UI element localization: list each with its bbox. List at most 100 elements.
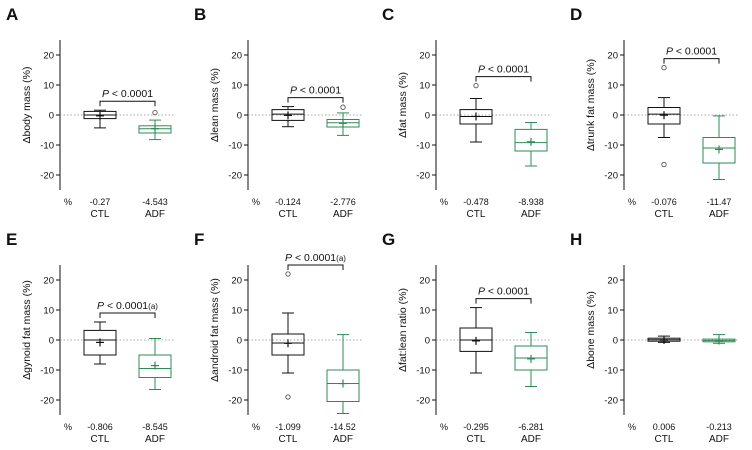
y-tick-label: -10 <box>604 141 618 152</box>
percent-label: % <box>252 197 260 207</box>
panel-label: E <box>6 230 17 249</box>
percent-label: % <box>628 422 636 432</box>
outlier-ctl <box>661 64 667 71</box>
significance-bracket <box>663 58 720 64</box>
y-tick-label: -20 <box>228 171 242 182</box>
x-category-label: CTL <box>467 434 486 445</box>
box-adf <box>514 128 548 152</box>
box-ctl <box>271 333 305 356</box>
panel-label: G <box>382 230 395 249</box>
mean-value-label: 0.006 <box>653 422 676 432</box>
y-tick-label: 10 <box>607 306 618 317</box>
x-category-label: ADF <box>145 209 165 220</box>
outlier-ctl <box>661 161 667 168</box>
x-category-label: ADF <box>709 434 729 445</box>
mean-value-label: -4.543 <box>142 197 168 207</box>
mean-value-label: -2.776 <box>330 197 356 207</box>
mean-value-label: -11.47 <box>707 197 732 207</box>
y-axis-title: Δandroid fat mass (%) <box>209 278 221 382</box>
mean-value-label: -0.27 <box>90 197 111 207</box>
mean-value-label: -8.545 <box>142 422 168 432</box>
percent-label: % <box>64 422 72 432</box>
y-axis-title: Δfat:lean ratio (%) <box>397 288 409 372</box>
significance-bracket <box>287 264 344 270</box>
y-tick-label: 20 <box>419 51 430 62</box>
y-axis-title: Δgynoid fat mass (%) <box>21 280 33 380</box>
significance-bracket <box>475 298 532 304</box>
x-category-label: CTL <box>655 434 674 445</box>
y-tick-label: 10 <box>419 81 430 92</box>
percent-label: % <box>440 197 448 207</box>
x-category-label: CTL <box>91 434 110 445</box>
y-axis-title: Δbone mass (%) <box>585 291 597 369</box>
y-tick-label: 10 <box>43 81 54 92</box>
y-tick-label: 0 <box>49 111 54 122</box>
x-category-label: CTL <box>279 209 298 220</box>
chart-panel-a: A 20 10 0 -10 -20 Δbody mass (%) CTL -0.27 ADF -4.… <box>6 5 175 220</box>
significance-bracket <box>287 97 344 103</box>
box-adf <box>702 137 736 164</box>
chart-panel-b: B 20 10 0 -10 -20 Δlean mass (%) CTL -0.124 ADF -2… <box>194 5 363 220</box>
p-value-label: P < 0.0001 <box>290 85 341 97</box>
panel-label: F <box>194 230 204 249</box>
percent-label: % <box>252 422 260 432</box>
y-tick-label: 20 <box>43 276 54 287</box>
mean-value-label: -1.099 <box>275 422 301 432</box>
outlier-adf <box>340 104 346 110</box>
mean-value-label: -0.478 <box>463 197 489 207</box>
mean-value-label: -0.124 <box>275 197 301 207</box>
y-tick-label: 0 <box>613 336 618 347</box>
mean-value-label: -14.52 <box>330 422 356 432</box>
x-category-label: CTL <box>279 434 298 445</box>
box-ctl <box>647 107 681 125</box>
y-tick-label: 20 <box>419 276 430 287</box>
mean-value-label: -0.806 <box>87 422 113 432</box>
y-tick-label: 0 <box>425 336 430 347</box>
chart-panel-h: H 20 10 0 -10 -20 Δbone mass (%) CTL 0.006 ADF -0.… <box>570 230 739 445</box>
chart-panel-e: E 20 10 0 -10 -20 Δgynoid fat mass (%) CTL -0.80… <box>6 230 175 445</box>
mean-value-label: -8.938 <box>518 197 544 207</box>
significance-bracket <box>475 76 532 82</box>
y-axis-title: Δbody mass (%) <box>21 66 33 143</box>
y-tick-label: -20 <box>604 396 618 407</box>
panel-label: C <box>382 5 394 24</box>
chart-panel-d: D 20 10 0 -10 -20 Δtrunk fat mass (%) CTL -0.076… <box>570 5 739 220</box>
panel-label: B <box>194 5 206 24</box>
p-value-label: P < 0.0001(a) <box>97 300 158 312</box>
y-tick-label: 0 <box>425 111 430 122</box>
y-tick-label: -20 <box>416 396 430 407</box>
y-tick-label: -20 <box>40 171 54 182</box>
mean-value-label: -6.281 <box>518 422 544 432</box>
y-tick-label: -10 <box>228 366 242 377</box>
chart-panel-g: G 20 10 0 -10 -20 Δfat:lean ratio (%) CTL -0.295… <box>382 230 551 445</box>
chart-panel-c: C 20 10 0 -10 -20 Δfat mass (%) CTL -0.478 ADF -8.… <box>382 5 551 220</box>
y-tick-label: 10 <box>231 81 242 92</box>
y-tick-label: -10 <box>40 141 54 152</box>
outlier-adf <box>152 109 158 116</box>
x-category-label: ADF <box>521 209 541 220</box>
y-axis-title: Δfat mass (%) <box>397 72 409 138</box>
y-tick-label: -10 <box>40 366 54 377</box>
box-ctl <box>83 329 117 356</box>
mean-value-label: -0.076 <box>651 197 677 207</box>
chart-panel-f: F 20 10 0 -10 -20 Δandroid fat mass (%) CTL -1.0… <box>194 230 363 445</box>
x-category-label: CTL <box>91 209 110 220</box>
outlier-ctl <box>473 82 479 89</box>
x-category-label: ADF <box>709 209 729 220</box>
y-tick-label: 0 <box>237 111 242 122</box>
y-tick-label: -20 <box>416 171 430 182</box>
outlier-ctl <box>285 271 291 277</box>
p-value-label: P < 0.0001(a) <box>285 252 346 264</box>
significance-bracket <box>99 312 156 318</box>
outlier-ctl <box>285 394 291 400</box>
box-ctl <box>271 109 305 121</box>
box-adf <box>138 354 172 378</box>
x-category-label: CTL <box>467 209 486 220</box>
p-value-label: P < 0.0001 <box>478 64 529 76</box>
y-tick-label: -20 <box>40 396 54 407</box>
percent-label: % <box>628 197 636 207</box>
p-value-label: P < 0.0001 <box>102 88 153 100</box>
y-tick-label: -20 <box>604 171 618 182</box>
y-tick-label: -10 <box>416 141 430 152</box>
